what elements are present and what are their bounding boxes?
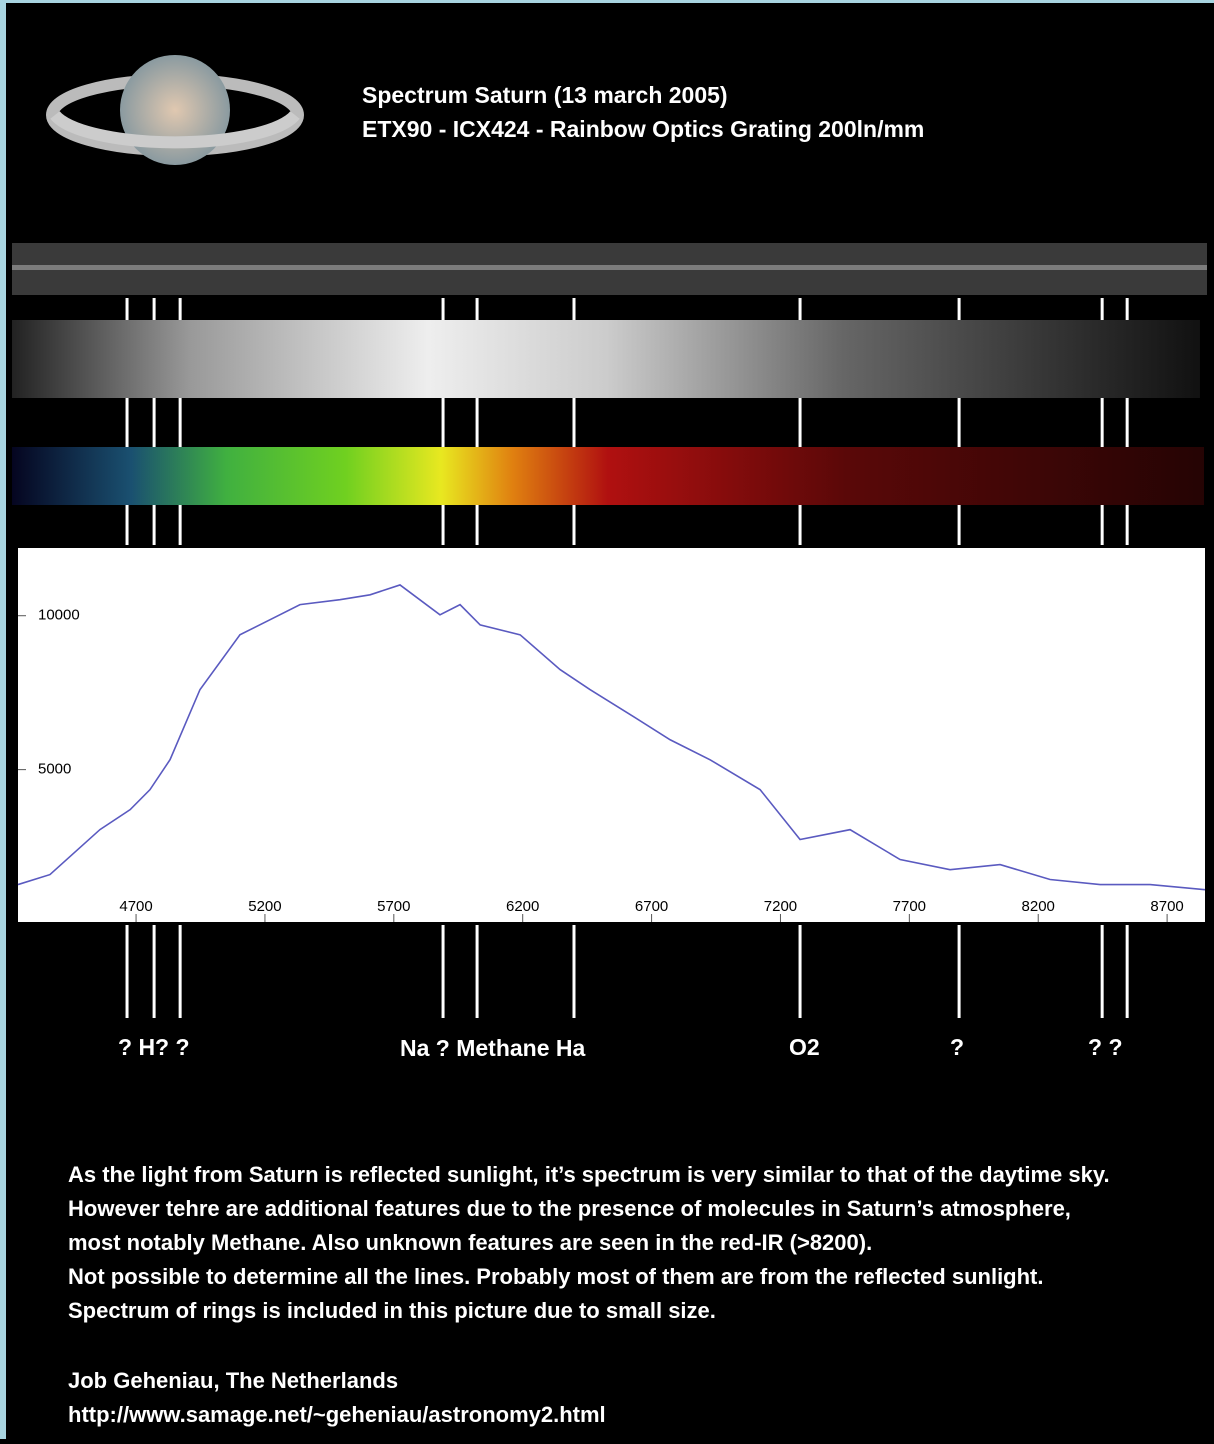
saturn-image bbox=[46, 55, 304, 165]
gray-spectrum bbox=[12, 320, 1200, 398]
note-line: most notably Methane. Also unknown featu… bbox=[68, 1230, 872, 1255]
note-line: However tehre are additional features du… bbox=[68, 1196, 1071, 1221]
x-tick-label: 8700 bbox=[1150, 898, 1183, 915]
title: Spectrum Saturn (13 march 2005) bbox=[362, 82, 728, 108]
left-border bbox=[0, 0, 6, 1439]
plot-area bbox=[18, 548, 1205, 922]
feature-label: Na ? Methane Ha bbox=[400, 1035, 586, 1061]
x-tick-label: 7200 bbox=[764, 898, 797, 915]
top-border bbox=[0, 0, 1214, 3]
note-line: As the light from Saturn is reflected su… bbox=[68, 1162, 1110, 1187]
url: http://www.samage.net/~geheniau/astronom… bbox=[68, 1402, 606, 1427]
x-tick-label: 7700 bbox=[893, 898, 926, 915]
x-tick-label: 8200 bbox=[1022, 898, 1055, 915]
x-tick-label: 6700 bbox=[635, 898, 668, 915]
subtitle: ETX90 - ICX424 - Rainbow Optics Grating … bbox=[362, 116, 924, 142]
feature-label: O2 bbox=[789, 1034, 820, 1060]
y-tick-label: 5000 bbox=[38, 761, 71, 778]
note-line: Not possible to determine all the lines.… bbox=[68, 1264, 1044, 1289]
x-tick-label: 5200 bbox=[248, 898, 281, 915]
feature-label: ? ? bbox=[1088, 1034, 1123, 1060]
spectrum-line bbox=[17, 584, 1206, 891]
x-tick-label: 6200 bbox=[506, 898, 539, 915]
x-tick-label: 5700 bbox=[377, 898, 410, 915]
y-tick-label: 10000 bbox=[38, 607, 80, 624]
note-line: Spectrum of rings is included in this pi… bbox=[68, 1298, 716, 1323]
feature-label: ? H? ? bbox=[118, 1034, 190, 1060]
raw-spectrum-streak bbox=[12, 265, 1207, 270]
author: Job Geheniau, The Netherlands bbox=[68, 1368, 398, 1393]
x-tick-label: 4700 bbox=[119, 898, 152, 915]
feature-label: ? bbox=[950, 1034, 964, 1060]
color-spectrum bbox=[12, 447, 1204, 505]
